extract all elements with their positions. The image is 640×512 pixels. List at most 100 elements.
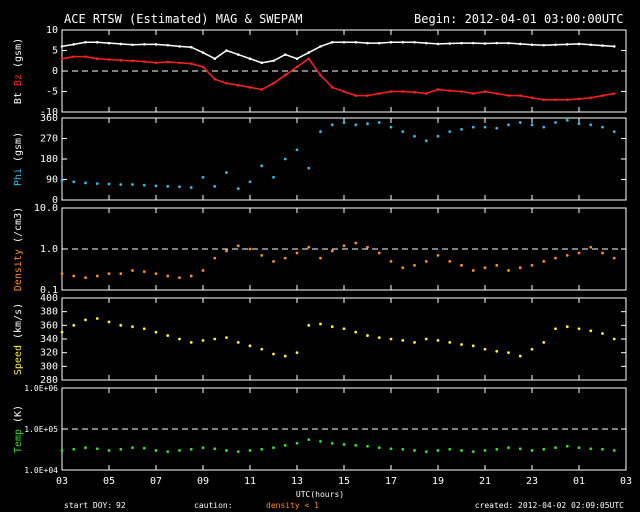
data-point-temp [565, 444, 569, 448]
data-point-speed [389, 337, 393, 341]
data-point-speed [283, 354, 287, 358]
y-tick-label-density: 10.0 [34, 203, 58, 214]
data-point-temp [354, 443, 358, 447]
data-point-density [107, 272, 111, 276]
y-tick-label-speed: 340 [40, 334, 58, 345]
data-point-phi [495, 126, 499, 130]
data-point-bt [366, 41, 369, 45]
data-point-phi [577, 122, 581, 126]
data-point-bz [248, 86, 252, 89]
data-point-bt [72, 43, 76, 46]
caution-label: caution: [194, 501, 233, 510]
data-point-density [542, 259, 546, 263]
data-point-temp [389, 447, 393, 451]
data-point-speed [213, 337, 217, 341]
data-point-density [248, 247, 252, 251]
data-point-phi [189, 186, 193, 189]
data-point-phi [554, 121, 557, 124]
data-point-temp [436, 449, 440, 452]
data-point-density [225, 249, 228, 253]
data-point-phi [424, 139, 428, 143]
data-point-bz [225, 82, 228, 85]
y-tick-label-mag: -10 [40, 107, 58, 118]
data-point-temp [107, 449, 111, 452]
data-point-bz [131, 59, 134, 63]
data-point-phi [448, 130, 452, 134]
data-point-temp [460, 449, 463, 452]
data-point-bz [319, 73, 322, 77]
data-point-speed [377, 336, 381, 340]
data-point-speed [565, 325, 569, 329]
data-point-phi [307, 166, 311, 170]
data-point-temp [142, 446, 146, 450]
y-tick-label-temp: 1.0E+06 [24, 384, 58, 393]
data-point-density [213, 256, 217, 260]
data-point-bt [401, 41, 405, 44]
data-point-bz [119, 59, 123, 62]
data-point-phi [72, 180, 76, 184]
data-point-phi [330, 123, 334, 127]
data-point-speed [577, 327, 581, 331]
y-axis-label-part: (gsm) [13, 38, 24, 74]
data-point-bz [72, 55, 76, 58]
y-tick-label-temp: 1.0E+05 [24, 425, 58, 434]
data-point-bt [154, 43, 158, 46]
data-point-speed [260, 347, 264, 351]
data-point-bz [612, 92, 616, 95]
data-point-bz [471, 92, 475, 95]
y-tick-label-phi: 270 [40, 134, 58, 145]
data-point-bt [377, 41, 381, 45]
data-point-phi [507, 123, 510, 127]
y-axis-label-speed: Speed (km/s) [13, 303, 24, 375]
data-point-density [72, 274, 76, 278]
data-point-density [60, 272, 64, 276]
data-point-bt [142, 43, 146, 46]
data-point-speed [248, 344, 252, 348]
data-point-bt [448, 42, 452, 45]
data-point-bz [448, 89, 452, 92]
data-point-phi [166, 184, 170, 188]
data-point-phi [60, 179, 64, 183]
data-point-density [565, 253, 569, 257]
data-point-temp [60, 449, 64, 452]
y-tick-label-speed: 300 [40, 361, 58, 372]
data-point-speed [189, 341, 193, 344]
data-point-speed [460, 343, 463, 346]
data-point-density [307, 245, 311, 249]
y-axis-label-part: (K) [13, 405, 24, 429]
data-point-speed [401, 338, 405, 342]
data-point-bz [107, 58, 111, 61]
data-point-density [424, 259, 428, 263]
data-point-temp [307, 438, 311, 442]
x-tick-label: 23 [526, 476, 538, 487]
data-point-bz [95, 57, 99, 60]
data-point-phi [154, 184, 158, 188]
data-point-density [154, 272, 158, 276]
y-tick-label-speed: 400 [40, 293, 58, 304]
data-point-speed [495, 349, 499, 353]
data-point-speed [330, 325, 334, 329]
data-point-temp [601, 447, 604, 451]
x-tick-label: 01 [573, 476, 585, 487]
series-phi [60, 118, 616, 191]
data-point-density [295, 251, 299, 255]
series-line-bz [61, 55, 615, 101]
start-doy-label: start DOY: [64, 501, 112, 510]
data-point-speed [413, 341, 416, 344]
data-point-phi [377, 121, 381, 124]
data-point-density [448, 259, 452, 263]
data-point-bz [189, 62, 193, 65]
data-point-phi [84, 181, 87, 185]
data-point-density [201, 269, 205, 272]
data-point-bt [507, 41, 510, 45]
data-point-density [272, 259, 275, 263]
data-point-bt [201, 51, 205, 54]
y-axis-label-part: (/cm3) [13, 207, 24, 249]
data-point-bz [413, 91, 416, 94]
data-point-bz [166, 60, 170, 64]
data-point-temp [189, 447, 193, 451]
data-point-temp [295, 441, 299, 445]
y-axis-label-part: Bt [13, 92, 24, 104]
start-doy-value: 92 [116, 501, 126, 510]
data-point-density [389, 259, 393, 263]
